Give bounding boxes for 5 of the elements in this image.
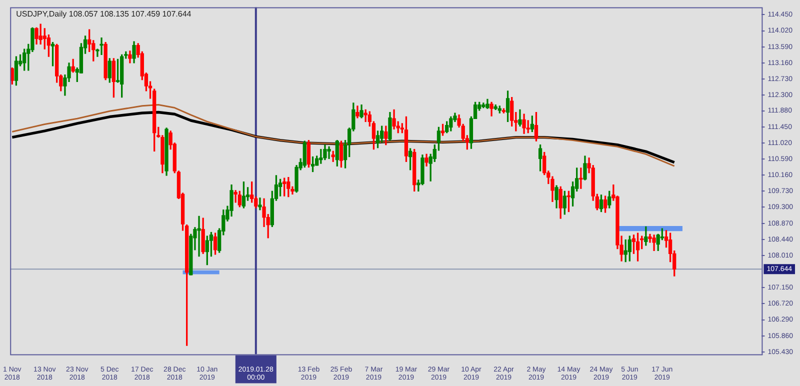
candlestick (197, 216, 201, 257)
chart-title: USDJPY,Daily 108.057 108.135 107.459 107.644 (16, 9, 192, 18)
candlestick (258, 198, 262, 210)
candlestick (100, 38, 104, 56)
candlestick (327, 146, 331, 159)
